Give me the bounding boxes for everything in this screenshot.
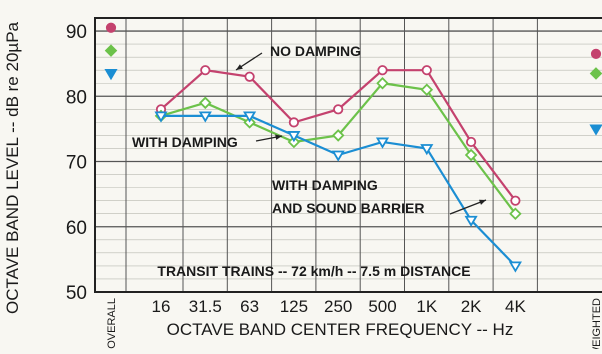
series-label-1: NO DAMPING <box>235 43 361 71</box>
data-point <box>200 65 211 76</box>
data-point <box>465 136 477 148</box>
series-label-3: WITH DAMPING AND SOUND BARRIER <box>272 177 487 216</box>
x-tick-label: 125 <box>280 297 308 316</box>
data-point <box>287 131 301 143</box>
data-point <box>510 195 521 206</box>
a-weighted-column-label: A-WEIGHTED <box>591 298 602 349</box>
x-tick-label: 16 <box>152 297 171 316</box>
data-point <box>464 148 478 162</box>
plot-frame <box>94 17 602 293</box>
data-point <box>376 76 389 90</box>
a-weighted-point <box>589 67 602 80</box>
data-point <box>154 111 168 123</box>
a-weighted-point <box>590 48 602 59</box>
data-point <box>420 83 434 97</box>
y-tick-label: 80 <box>66 87 87 108</box>
series-label-text: WITH DAMPING <box>132 134 238 150</box>
x-tick-label: 31.5 <box>189 297 222 316</box>
data-point <box>331 150 345 162</box>
data-point <box>421 65 432 76</box>
series-3 <box>104 69 602 273</box>
x-tick-label: 1K <box>416 297 437 316</box>
overall-column-label: OVERALL <box>106 298 118 349</box>
data-point <box>508 261 522 273</box>
x-tick-label: 63 <box>240 297 259 316</box>
series-label-text: WITH DAMPING <box>272 177 378 193</box>
y-tick-label: 70 <box>66 153 87 174</box>
a-weighted-point <box>589 124 602 136</box>
y-tick-label: 50 <box>66 283 87 304</box>
y-tick-label: 90 <box>66 22 87 43</box>
overall-point <box>105 22 117 33</box>
data-point <box>288 117 299 128</box>
arrow-head <box>275 134 282 140</box>
overall-point <box>104 69 118 81</box>
data-point <box>199 96 212 110</box>
overall-point <box>104 44 118 57</box>
arrow-head <box>479 199 486 205</box>
x-axis-label: OCTAVE BAND CENTER FREQUENCY -- Hz <box>167 320 514 339</box>
data-point <box>331 129 345 142</box>
data-point <box>198 111 212 123</box>
x-tick-label: 250 <box>324 297 352 316</box>
y-axis-label: OCTAVE BAND LEVEL -- dB re 20µPa <box>3 21 22 314</box>
data-point <box>243 111 257 123</box>
y-tick-label: 60 <box>66 218 87 239</box>
arrow-head <box>236 64 243 70</box>
series-1 <box>105 22 602 206</box>
x-tick-label: 4K <box>505 297 526 316</box>
data-point <box>244 71 255 82</box>
x-tick-label: 2K <box>461 297 482 316</box>
x-tick-label: 500 <box>368 297 396 316</box>
conditions-annotation: TRANSIT TRAINS -- 72 km/h -- 7.5 m DISTA… <box>157 263 470 279</box>
series-label-text: AND SOUND BARRIER <box>272 200 424 216</box>
data-point <box>377 65 388 76</box>
data-point <box>464 215 478 228</box>
data-point <box>375 137 390 149</box>
data-point <box>333 104 344 115</box>
data-point <box>509 207 522 220</box>
series-label-text: NO DAMPING <box>270 43 361 59</box>
data-point <box>420 144 434 156</box>
series-label-2: WITH DAMPING <box>132 134 283 150</box>
series-2 <box>104 44 602 220</box>
